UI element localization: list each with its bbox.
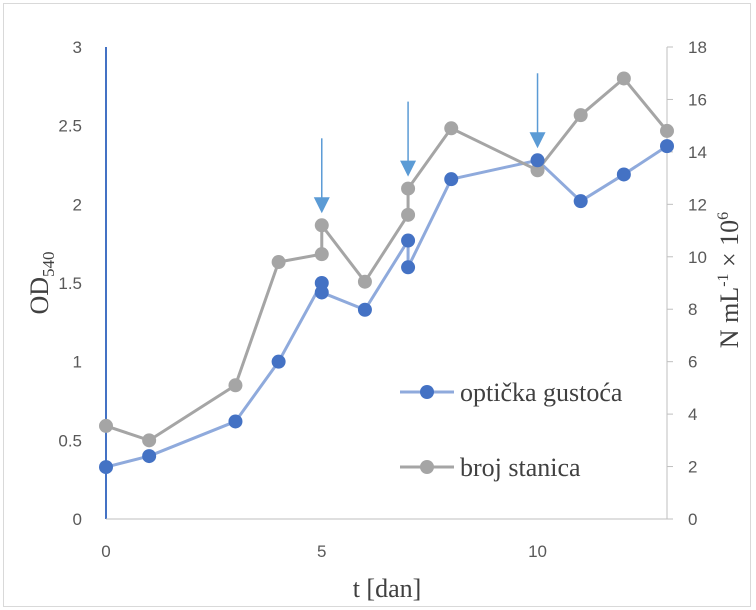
series-1-point <box>401 181 416 196</box>
y-left-tick-label: 1.5 <box>58 274 82 293</box>
series-lines <box>105 76 669 469</box>
y-right-tick-label: 8 <box>688 300 697 319</box>
series-0-point <box>530 153 545 168</box>
series-1-point <box>660 123 674 138</box>
legend-label-cell-count: broj stanica <box>460 453 581 482</box>
arrow-marker <box>313 138 330 214</box>
series-0-point <box>228 414 243 429</box>
y-left-tick-label: 1 <box>73 353 82 372</box>
chart-frame <box>3 3 751 607</box>
series-points <box>99 71 674 475</box>
legend: optička gustoća broj stanica <box>400 378 623 482</box>
y-right-tick-label: 18 <box>688 38 707 57</box>
y-right-axis-title: N mL-1 × 106 <box>715 212 744 348</box>
series-1-point <box>271 255 286 270</box>
series-0-point <box>271 354 286 369</box>
series-0-point <box>357 302 372 317</box>
y-left-axis-title: OD540 <box>25 251 58 314</box>
y-right-tick-label: 6 <box>688 353 697 372</box>
arrow-markers <box>313 73 546 214</box>
series-1-point <box>444 121 459 136</box>
y-right-tick-label: 0 <box>688 510 697 529</box>
arrow-marker <box>529 73 546 149</box>
series-0-point <box>660 139 674 154</box>
y-right-tick-label: 14 <box>688 143 707 162</box>
series-1-point <box>357 274 372 289</box>
y-left-tick-label: 2 <box>73 195 82 214</box>
legend-item-optical-density: optička gustoća <box>400 378 623 407</box>
series-1-point <box>228 378 243 393</box>
x-axis-title: t [dan] <box>353 574 422 603</box>
series-line-0 <box>105 144 668 469</box>
series-1-point <box>530 163 545 178</box>
series-0-point <box>616 167 631 182</box>
legend-item-cell-count: broj stanica <box>400 453 581 482</box>
y-left-tick-label: 0 <box>73 510 82 529</box>
series-0-point <box>99 460 113 475</box>
y-left-tick-label: 2.5 <box>58 117 82 136</box>
y-left-tick-label: 0.5 <box>58 431 82 450</box>
series-1-point <box>401 207 416 222</box>
series-1-point <box>142 433 157 448</box>
series-1-point <box>573 108 588 123</box>
y-left-axis-title-subscript: 540 <box>39 251 58 277</box>
series-1-point <box>99 418 113 433</box>
series-0-point <box>142 449 157 464</box>
series-0-point <box>401 233 416 248</box>
x-tick-label: 0 <box>101 542 110 561</box>
series-0-point <box>573 194 588 209</box>
series-1-point <box>314 218 329 233</box>
series-0-point <box>314 285 329 300</box>
series-1-point <box>616 71 631 86</box>
series-line-1 <box>105 76 669 442</box>
y-right-tick-label: 2 <box>688 458 697 477</box>
tick-labels: 0 5 10 0 0.5 1 1.5 2 2.5 3 0 2 4 6 8 10 12 14 16 18 <box>58 38 707 561</box>
y-right-tick-label: 4 <box>688 405 697 424</box>
y-right-tick-label: 10 <box>688 248 707 267</box>
arrow-marker <box>400 101 417 177</box>
legend-label-optical-density: optička gustoća <box>460 378 623 407</box>
y-left-tick-label: 3 <box>73 38 82 57</box>
series-1-point <box>314 247 329 262</box>
series-0-point <box>444 172 459 187</box>
x-tick-label: 5 <box>317 542 326 561</box>
series-0-point <box>401 260 416 275</box>
y-right-tick-label: 12 <box>688 195 707 214</box>
x-tick-label: 10 <box>528 542 547 561</box>
y-right-tick-label: 16 <box>688 90 707 109</box>
